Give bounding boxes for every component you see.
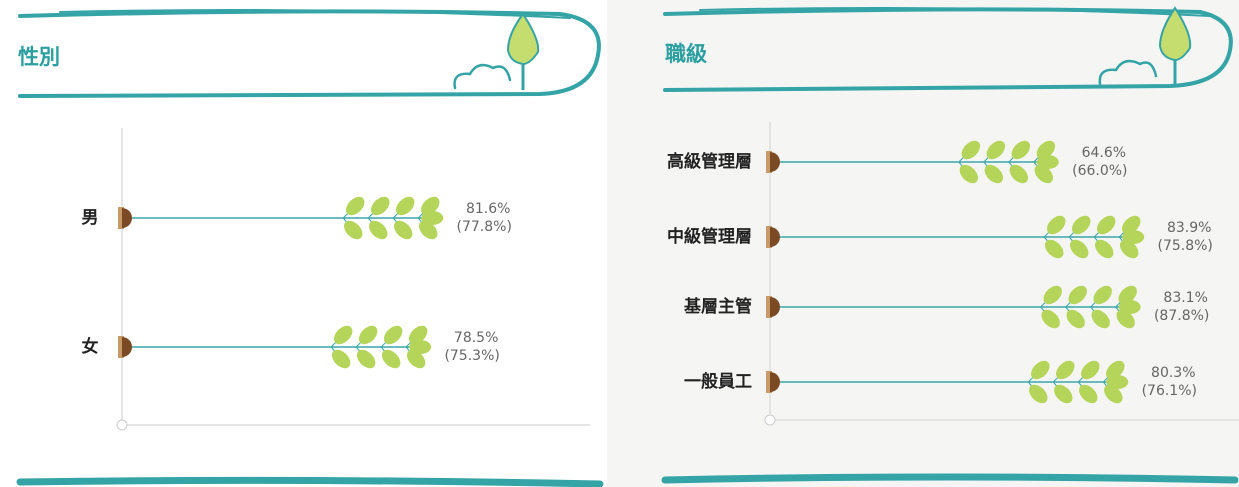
banner: [16, 9, 604, 487]
leaf: [1119, 239, 1139, 259]
root-cap: [118, 336, 124, 358]
leaf: [1121, 215, 1141, 235]
leaf: [344, 220, 363, 240]
value-label: (77.8%): [457, 219, 512, 235]
category-label: 女: [82, 336, 99, 357]
leaf: [406, 349, 426, 369]
leaf: [358, 325, 378, 345]
leaf: [1068, 285, 1087, 305]
category-label: 一般員工: [684, 371, 752, 392]
value-label: 81.6%: [466, 201, 510, 217]
leaf: [1046, 215, 1066, 235]
root: [122, 208, 132, 228]
leaf: [356, 349, 376, 369]
leaves: [342, 196, 444, 240]
value-label: 80.3%: [1151, 365, 1195, 381]
chart-title: 職級: [665, 42, 707, 66]
leaves: [330, 325, 432, 369]
value-label: 78.5%: [454, 330, 498, 346]
root: [770, 372, 780, 392]
leaves: [1040, 285, 1141, 329]
leaf: [396, 196, 415, 216]
leaf: [1096, 215, 1116, 235]
root: [770, 297, 780, 317]
leaf: [986, 140, 1006, 160]
leaf: [1009, 164, 1029, 184]
leaf: [1029, 384, 1048, 404]
leaf: [371, 196, 390, 216]
category-label: 基層主管: [683, 296, 752, 317]
leaf: [1093, 285, 1112, 305]
leaf: [1054, 384, 1073, 404]
chart-title: 性別: [18, 45, 60, 69]
leaf: [1011, 140, 1031, 160]
leaf: [1031, 360, 1050, 380]
value-label: (75.3%): [444, 348, 499, 364]
root: [770, 227, 780, 247]
leaf: [1066, 309, 1085, 329]
value-label: (75.8%): [1158, 238, 1213, 254]
axis-origin: [116, 419, 128, 431]
leaves: [1043, 215, 1145, 259]
axis-origin: [764, 414, 776, 426]
category-label: 高級管理層: [667, 151, 752, 172]
category-label: 中級管理層: [667, 226, 752, 247]
leaf: [1106, 360, 1125, 380]
value-label: 83.9%: [1167, 220, 1211, 236]
value-label: (76.1%): [1142, 383, 1197, 399]
leaf: [1081, 360, 1100, 380]
leaf: [1043, 285, 1062, 305]
root-cap: [766, 296, 772, 318]
category-label: 男: [82, 208, 99, 228]
leaf: [381, 349, 401, 369]
leaf: [961, 140, 981, 160]
leaf: [408, 325, 428, 345]
root-cap: [118, 207, 124, 229]
leaf: [1106, 375, 1129, 389]
leaf: [1091, 309, 1110, 329]
leaves: [1027, 360, 1129, 404]
leaf: [1071, 215, 1091, 235]
leaf: [383, 325, 403, 345]
root-cap: [766, 151, 772, 173]
leaf: [1034, 164, 1054, 184]
leaf: [409, 340, 432, 354]
leaf: [394, 220, 413, 240]
leaf: [1041, 309, 1060, 329]
leaf: [1116, 309, 1135, 329]
leaf: [1056, 360, 1075, 380]
root: [122, 337, 132, 357]
value-label: (66.0%): [1072, 163, 1127, 179]
value-label: 64.6%: [1082, 145, 1126, 161]
leaf: [984, 164, 1004, 184]
root-cap: [766, 226, 772, 248]
leaf: [346, 196, 365, 216]
leaf: [421, 196, 440, 216]
leaf: [959, 164, 979, 184]
leaf: [421, 211, 444, 225]
leaf: [333, 325, 353, 345]
leaf: [1036, 140, 1056, 160]
leaf: [1122, 230, 1145, 244]
leaf: [1118, 285, 1137, 305]
leaf: [1044, 239, 1064, 259]
leaf: [1036, 155, 1059, 169]
leaf: [419, 220, 438, 240]
leaf: [1094, 239, 1114, 259]
leaves: [958, 140, 1059, 184]
banner: [661, 6, 1239, 484]
root: [770, 152, 780, 172]
value-label: (87.8%): [1154, 308, 1209, 324]
leaf: [1079, 384, 1098, 404]
leaf: [369, 220, 388, 240]
leaf: [331, 349, 351, 369]
leaf: [1118, 300, 1141, 314]
root-cap: [766, 371, 772, 393]
leaf: [1069, 239, 1089, 259]
value-label: 83.1%: [1163, 290, 1207, 306]
leaf: [1104, 384, 1123, 404]
